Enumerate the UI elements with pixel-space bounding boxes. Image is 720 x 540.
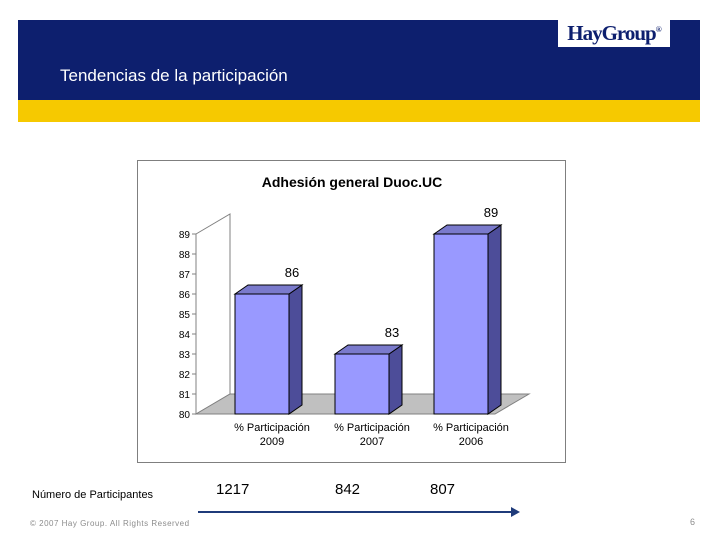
y-tick-label: 89 bbox=[179, 230, 191, 241]
y-tick-label: 81 bbox=[179, 390, 191, 401]
chart-side-wall bbox=[195, 213, 231, 415]
bar-value-label: 89 bbox=[484, 205, 498, 220]
bar-top bbox=[233, 284, 304, 295]
trend-arrow-head bbox=[511, 507, 520, 517]
y-tick-label: 83 bbox=[179, 350, 191, 361]
chart-title: Adhesión general Duoc.UC bbox=[262, 174, 442, 190]
x-tick-label: 2006 bbox=[459, 436, 483, 448]
trend-arrow-line bbox=[198, 511, 513, 513]
haygroup-logo: HayGroup® bbox=[558, 20, 670, 47]
copyright-text: © 2007 Hay Group. All Rights Reserved bbox=[30, 519, 190, 528]
bar-front bbox=[334, 353, 390, 415]
y-tick-label: 84 bbox=[179, 330, 191, 341]
participants-count-2006: 807 bbox=[430, 481, 456, 498]
participants-count-2009: 1217 bbox=[216, 481, 250, 498]
x-tick-label: 2009 bbox=[260, 436, 284, 448]
y-tick-label: 85 bbox=[179, 310, 191, 321]
y-tick-label: 80 bbox=[179, 410, 191, 421]
y-tick-label: 88 bbox=[179, 250, 191, 261]
logo-text: HayGroup bbox=[567, 21, 656, 45]
bar-chart: Adhesión general Duoc.UC 80 81 82 83 84 85 86 87… bbox=[179, 174, 531, 448]
bar-front bbox=[433, 233, 489, 415]
y-tick-label: 86 bbox=[179, 290, 191, 301]
bar-top bbox=[333, 344, 404, 355]
bar-value-label: 86 bbox=[285, 265, 299, 280]
accent-band bbox=[18, 100, 700, 122]
bar-value-label: 83 bbox=[385, 325, 399, 340]
x-tick-label: 2007 bbox=[360, 436, 384, 448]
page-title: Tendencias de la participación bbox=[60, 66, 288, 85]
bar-side bbox=[288, 284, 303, 415]
page-number: 6 bbox=[690, 517, 696, 527]
participants-label: Número de Participantes bbox=[32, 489, 154, 501]
y-tick-label: 87 bbox=[179, 270, 191, 281]
x-tick-label: % Participación bbox=[234, 422, 310, 434]
bar-top bbox=[432, 224, 503, 235]
y-tick-label: 82 bbox=[179, 370, 191, 381]
participants-count-2007: 842 bbox=[335, 481, 361, 498]
x-tick-label: % Participación bbox=[334, 422, 410, 434]
chart-frame: Adhesión general Duoc.UC 80 81 82 83 84 85 86 87… bbox=[137, 160, 566, 463]
bar-side bbox=[487, 224, 502, 415]
x-tick-label: % Participación bbox=[433, 422, 509, 434]
bar-front bbox=[234, 293, 290, 415]
bar-side bbox=[388, 344, 403, 415]
